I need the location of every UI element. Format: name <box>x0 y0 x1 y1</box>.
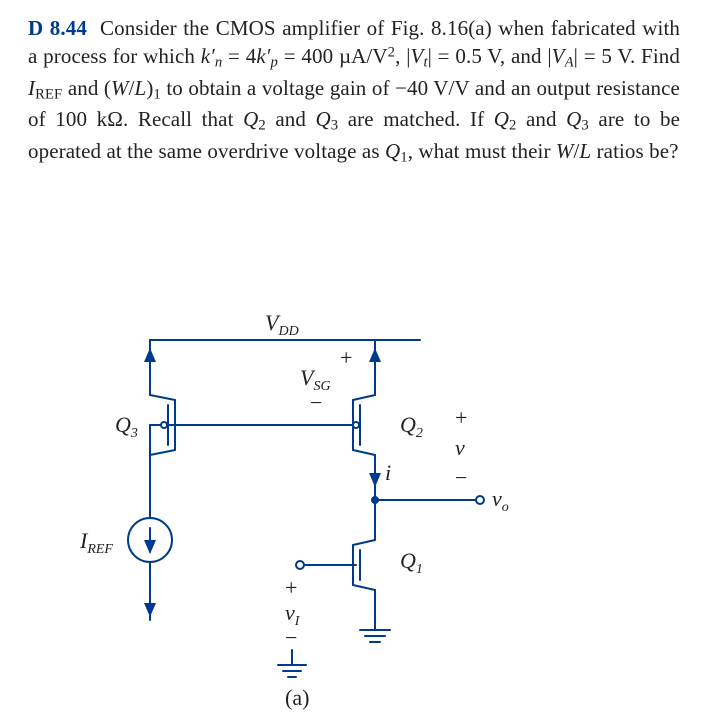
svg-text:−: − <box>285 625 297 650</box>
svg-text:+: + <box>455 405 467 430</box>
svg-text:IREF: IREF <box>79 528 113 557</box>
problem-number: D 8.44 <box>28 16 87 40</box>
svg-text:−: − <box>455 465 467 490</box>
svg-text:Q2: Q2 <box>400 412 423 441</box>
svg-text:v: v <box>455 435 465 460</box>
svg-text:Q3: Q3 <box>115 412 138 441</box>
svg-text:vo: vo <box>492 486 509 515</box>
circuit-figure: VDD Q3 IREF <box>60 310 580 710</box>
svg-text:(a): (a) <box>285 685 309 710</box>
svg-text:i: i <box>385 460 391 485</box>
problem-text: D 8.44 Consider the CMOS amplifier of Fi… <box>0 0 708 168</box>
svg-text:+: + <box>285 575 297 600</box>
svg-text:Q1: Q1 <box>400 548 423 577</box>
svg-text:VDD: VDD <box>265 310 299 339</box>
svg-text:+: + <box>340 345 352 370</box>
svg-text:−: − <box>310 390 322 415</box>
